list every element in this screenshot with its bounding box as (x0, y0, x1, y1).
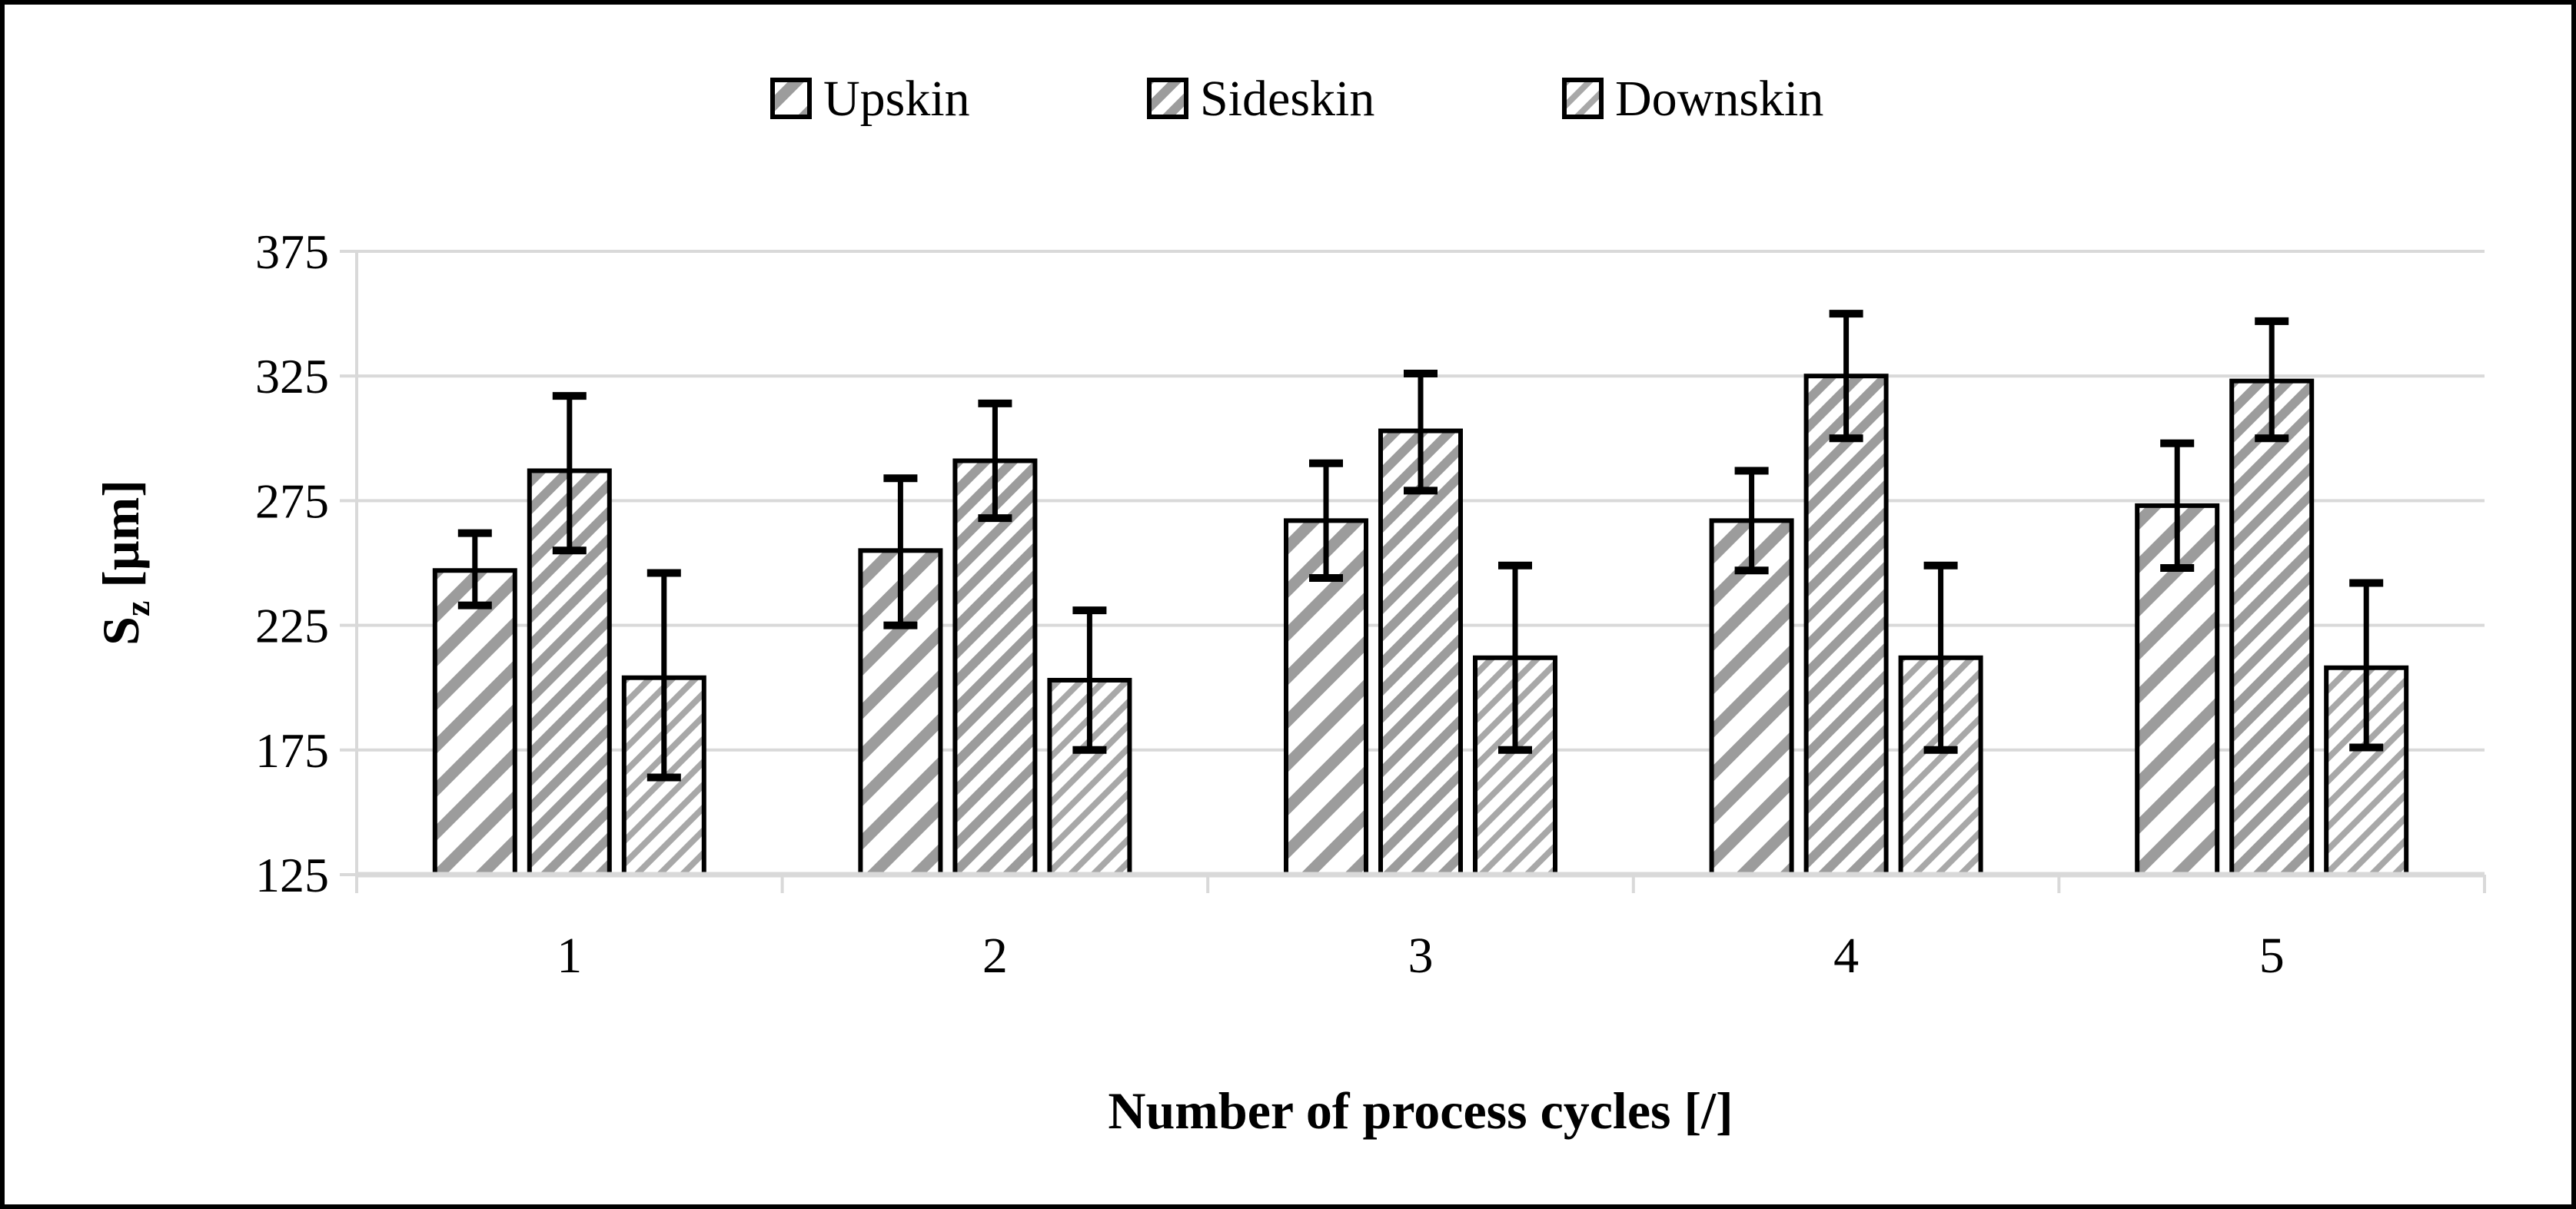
legend-label-downskin: Downskin (1615, 71, 1823, 127)
legend-label-upskin: Upskin (823, 71, 970, 127)
x-category-label-3: 3 (1408, 928, 1434, 984)
error-bar-layer (457, 310, 2384, 782)
y-tick-label-275: 275 (255, 473, 329, 528)
y-tick-label-125: 125 (255, 848, 329, 902)
bar-layer (432, 374, 2409, 878)
y-axis-title: Sz [μm] (91, 480, 157, 646)
legend-item-upskin: Upskin (770, 71, 970, 127)
axis-layer: 375 325 275 225 175 125 1 2 3 4 5 (255, 224, 2486, 984)
legend-item-sideskin: Sideskin (1147, 71, 1374, 127)
legend-marker-sideskin-icon (1147, 78, 1188, 119)
y-tick-label-325: 325 (255, 349, 329, 404)
y-tick-label-375: 375 (255, 224, 329, 279)
x-category-label-5: 5 (2259, 928, 2285, 984)
y-tick-label-175: 175 (255, 723, 329, 778)
legend-marker-upskin-icon (770, 78, 812, 119)
legend-label-sideskin: Sideskin (1200, 71, 1374, 127)
y-tick-label-225: 225 (255, 599, 329, 653)
legend: Upskin Sideskin Downskin (770, 71, 1823, 127)
x-category-label-4: 4 (1833, 928, 1859, 984)
bar-sideskin-cycle-5 (2229, 378, 2315, 877)
x-category-label-1: 1 (557, 928, 582, 984)
x-category-label-2: 2 (982, 928, 1008, 984)
legend-marker-downskin-icon (1562, 78, 1604, 119)
bar-upskin-cycle-1 (432, 568, 517, 877)
legend-item-downskin: Downskin (1562, 71, 1823, 127)
bar-sideskin-cycle-4 (1803, 374, 1889, 877)
bar-sideskin-cycle-3 (1378, 428, 1463, 877)
x-axis-title: Number of process cycles [/] (1108, 1081, 1733, 1140)
